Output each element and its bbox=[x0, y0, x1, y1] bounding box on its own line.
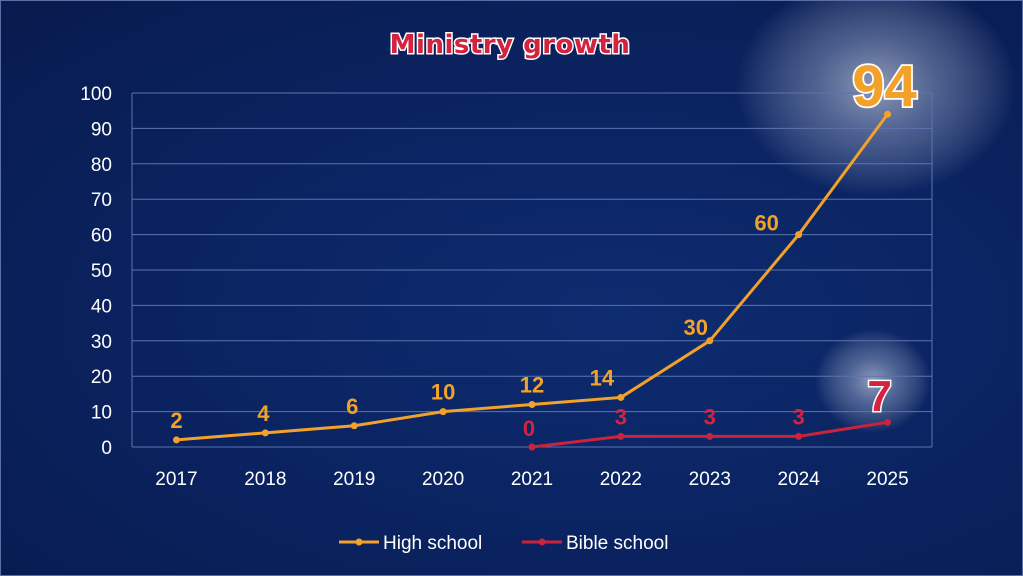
y-tick-label: 0 bbox=[101, 438, 112, 459]
x-tick-label: 2024 bbox=[778, 469, 821, 490]
high-school-point bbox=[261, 429, 269, 437]
y-axis-ticks: 0 10 20 30 40 50 60 70 80 90 100 bbox=[80, 84, 112, 459]
bible-school-data-label: 3 bbox=[704, 404, 716, 429]
high-school-point bbox=[528, 401, 536, 409]
high-school-point bbox=[706, 337, 714, 345]
x-tick-label: 2025 bbox=[866, 469, 908, 490]
high-school-data-label: 2 bbox=[170, 408, 182, 433]
highlight-glow-high-school bbox=[736, 1, 1016, 196]
legend-high-school-marker bbox=[355, 538, 363, 546]
y-tick-label: 80 bbox=[91, 155, 112, 176]
y-tick-label: 90 bbox=[91, 119, 112, 140]
legend: High school Bible school bbox=[339, 533, 668, 554]
x-tick-label: 2017 bbox=[155, 469, 197, 490]
high-school-point bbox=[884, 110, 892, 118]
high-school-point bbox=[795, 231, 803, 239]
legend-high-school-label: High school bbox=[383, 533, 482, 554]
y-tick-label: 30 bbox=[91, 332, 112, 353]
x-tick-label: 2023 bbox=[689, 469, 731, 490]
y-tick-label: 20 bbox=[91, 367, 112, 388]
x-tick-label: 2022 bbox=[600, 469, 642, 490]
highlight-glow-bible-school bbox=[815, 329, 931, 433]
high-school-point bbox=[350, 422, 358, 430]
bible-school-data-label: 7 bbox=[867, 372, 891, 421]
bible-school-point bbox=[617, 432, 625, 440]
high-school-data-label: 30 bbox=[684, 315, 708, 340]
y-tick-label: 40 bbox=[91, 296, 112, 317]
high-school-data-label: 6 bbox=[346, 394, 358, 419]
bible-school-data-label: 3 bbox=[793, 404, 805, 429]
y-tick-label: 10 bbox=[91, 403, 112, 424]
high-school-data-label: 60 bbox=[754, 211, 778, 236]
high-school-point bbox=[172, 436, 180, 444]
bible-school-point bbox=[706, 432, 714, 440]
y-tick-label: 50 bbox=[91, 261, 112, 282]
bible-school-point bbox=[884, 418, 892, 426]
x-axis-ticks: 2017 2018 2019 2020 2021 2022 2023 2024 2025 bbox=[155, 469, 908, 490]
x-tick-label: 2020 bbox=[422, 469, 464, 490]
legend-bible-school-label: Bible school bbox=[566, 533, 668, 554]
data-labels: 2 4 6 10 12 14 30 60 94 0 3 3 3 7 bbox=[170, 52, 918, 441]
high-school-data-label: 10 bbox=[431, 380, 455, 405]
bible-school-point bbox=[528, 443, 536, 451]
high-school-point bbox=[617, 393, 625, 401]
bible-school-data-label: 3 bbox=[615, 404, 627, 429]
high-school-data-label: 12 bbox=[520, 373, 544, 398]
series-points bbox=[172, 110, 892, 451]
high-school-point bbox=[439, 408, 447, 416]
x-tick-label: 2021 bbox=[511, 469, 553, 490]
y-tick-label: 70 bbox=[91, 190, 112, 211]
x-tick-label: 2019 bbox=[333, 469, 375, 490]
y-tick-label: 100 bbox=[80, 84, 112, 105]
high-school-data-label: 14 bbox=[590, 365, 615, 390]
y-tick-label: 60 bbox=[91, 226, 112, 247]
high-school-data-label: 4 bbox=[257, 401, 270, 426]
high-school-data-label: 94 bbox=[852, 54, 917, 119]
chart-title: Ministry growth bbox=[390, 30, 631, 60]
x-tick-label: 2018 bbox=[244, 469, 286, 490]
bible-school-data-label: 0 bbox=[523, 416, 535, 441]
legend-bible-school-marker bbox=[538, 538, 546, 546]
bible-school-point bbox=[795, 432, 803, 440]
